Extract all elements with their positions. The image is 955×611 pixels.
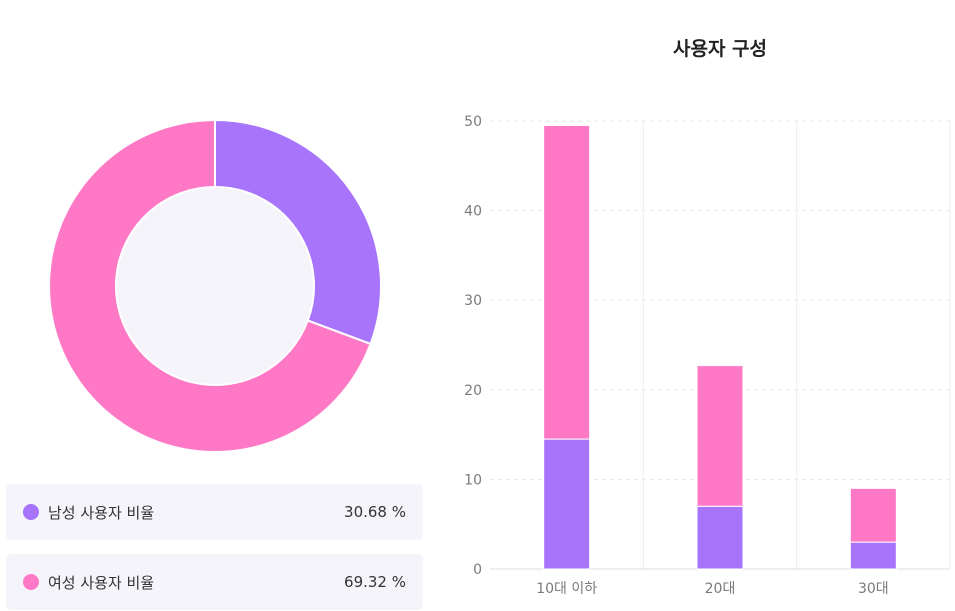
donut-hole	[116, 187, 314, 385]
y-tick-label-3: 30	[464, 293, 482, 309]
x-tick-label-1: 20대	[705, 581, 736, 597]
bar-1-series-1	[696, 365, 744, 507]
legend-dot-female-icon	[23, 574, 39, 590]
y-tick-label-4: 40	[464, 204, 482, 220]
x-tick-label-2: 30대	[858, 581, 889, 597]
chart-title: 사용자 구성	[672, 38, 767, 60]
legend-label-male: 남성 사용자 비율	[48, 503, 155, 522]
legend-label-female: 여성 사용자 비율	[48, 573, 155, 592]
legend-item-female: 여성 사용자 비율 69.32 %	[6, 554, 423, 610]
bar-1-series-0	[696, 505, 744, 570]
y-tick-label-1: 10	[464, 472, 482, 488]
y-tick-label-5: 50	[464, 114, 482, 130]
legend-dot-male-icon	[23, 504, 39, 520]
legend-value-female: 69.32 %	[344, 573, 406, 591]
bar-0-series-0	[543, 438, 591, 570]
bar-2-series-1	[849, 487, 897, 543]
donut-slice-0	[214, 119, 382, 346]
donut-svg	[48, 119, 382, 453]
donut-slice-1	[48, 119, 372, 453]
age-stacked-bar-chart: 0 10 20 30 40 50 10대 이하 20대 30대	[464, 114, 951, 597]
bar-2-series-0	[849, 541, 897, 570]
legend-value-male: 30.68 %	[344, 503, 406, 521]
y-tick-label-0: 0	[473, 562, 482, 578]
x-tick-label-0: 10대 이하	[536, 581, 597, 597]
gender-donut-chart	[48, 119, 382, 453]
legend-item-male: 남성 사용자 비율 30.68 %	[6, 484, 423, 540]
y-tick-label-2: 20	[464, 383, 482, 399]
bar-0-series-1	[543, 124, 591, 440]
